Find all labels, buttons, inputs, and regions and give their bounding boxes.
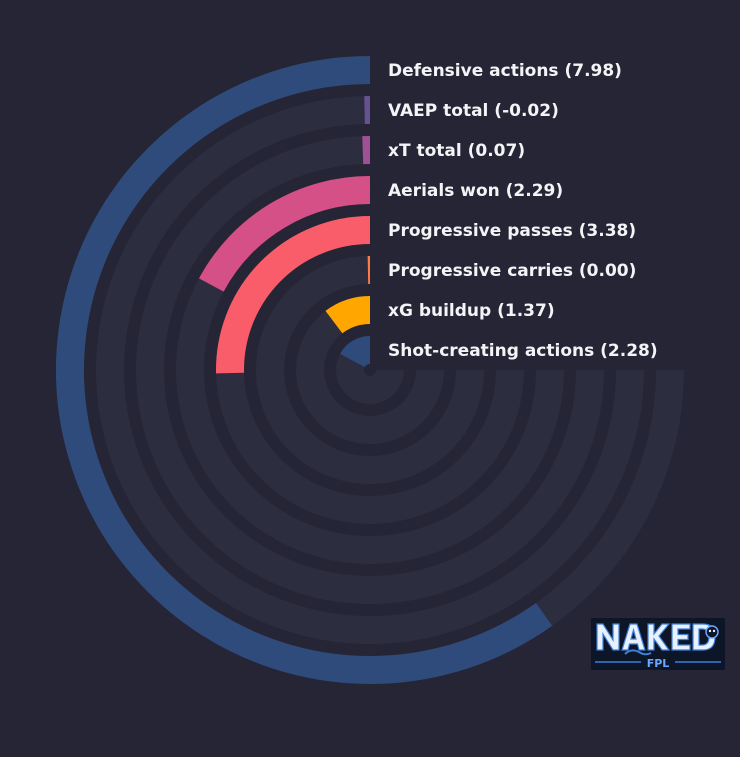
naked-fpl-logo: FPL <box>591 618 725 670</box>
series-label-3: Aerials won (2.29) <box>388 181 563 201</box>
bar-shot-creating-actions <box>340 336 372 369</box>
series-label-5: Progressive carries (0.00) <box>388 261 636 281</box>
track-5 <box>256 256 484 484</box>
bar-layer <box>56 56 553 684</box>
bar-aerials-won <box>198 176 371 292</box>
track-6 <box>296 296 444 444</box>
bar-defensive-actions <box>56 56 553 684</box>
series-label-7: Shot-creating actions (2.28) <box>388 341 658 361</box>
series-label-0: Defensive actions (7.98) <box>388 61 622 81</box>
track-2 <box>136 136 604 604</box>
series-label-2: xT total (0.07) <box>388 141 525 161</box>
svg-text:FPL: FPL <box>647 657 670 670</box>
series-label-1: VAEP total (-0.02) <box>388 101 559 121</box>
series-label-4: Progressive passes (3.38) <box>388 221 636 241</box>
track-1 <box>96 96 644 644</box>
series-label-6: xG buildup (1.37) <box>388 301 555 321</box>
label-layer: Defensive actions (7.98) VAEP total (-0.… <box>388 61 658 361</box>
bar-xg-buildup <box>325 296 371 334</box>
bar-progressive-passes <box>216 216 371 374</box>
